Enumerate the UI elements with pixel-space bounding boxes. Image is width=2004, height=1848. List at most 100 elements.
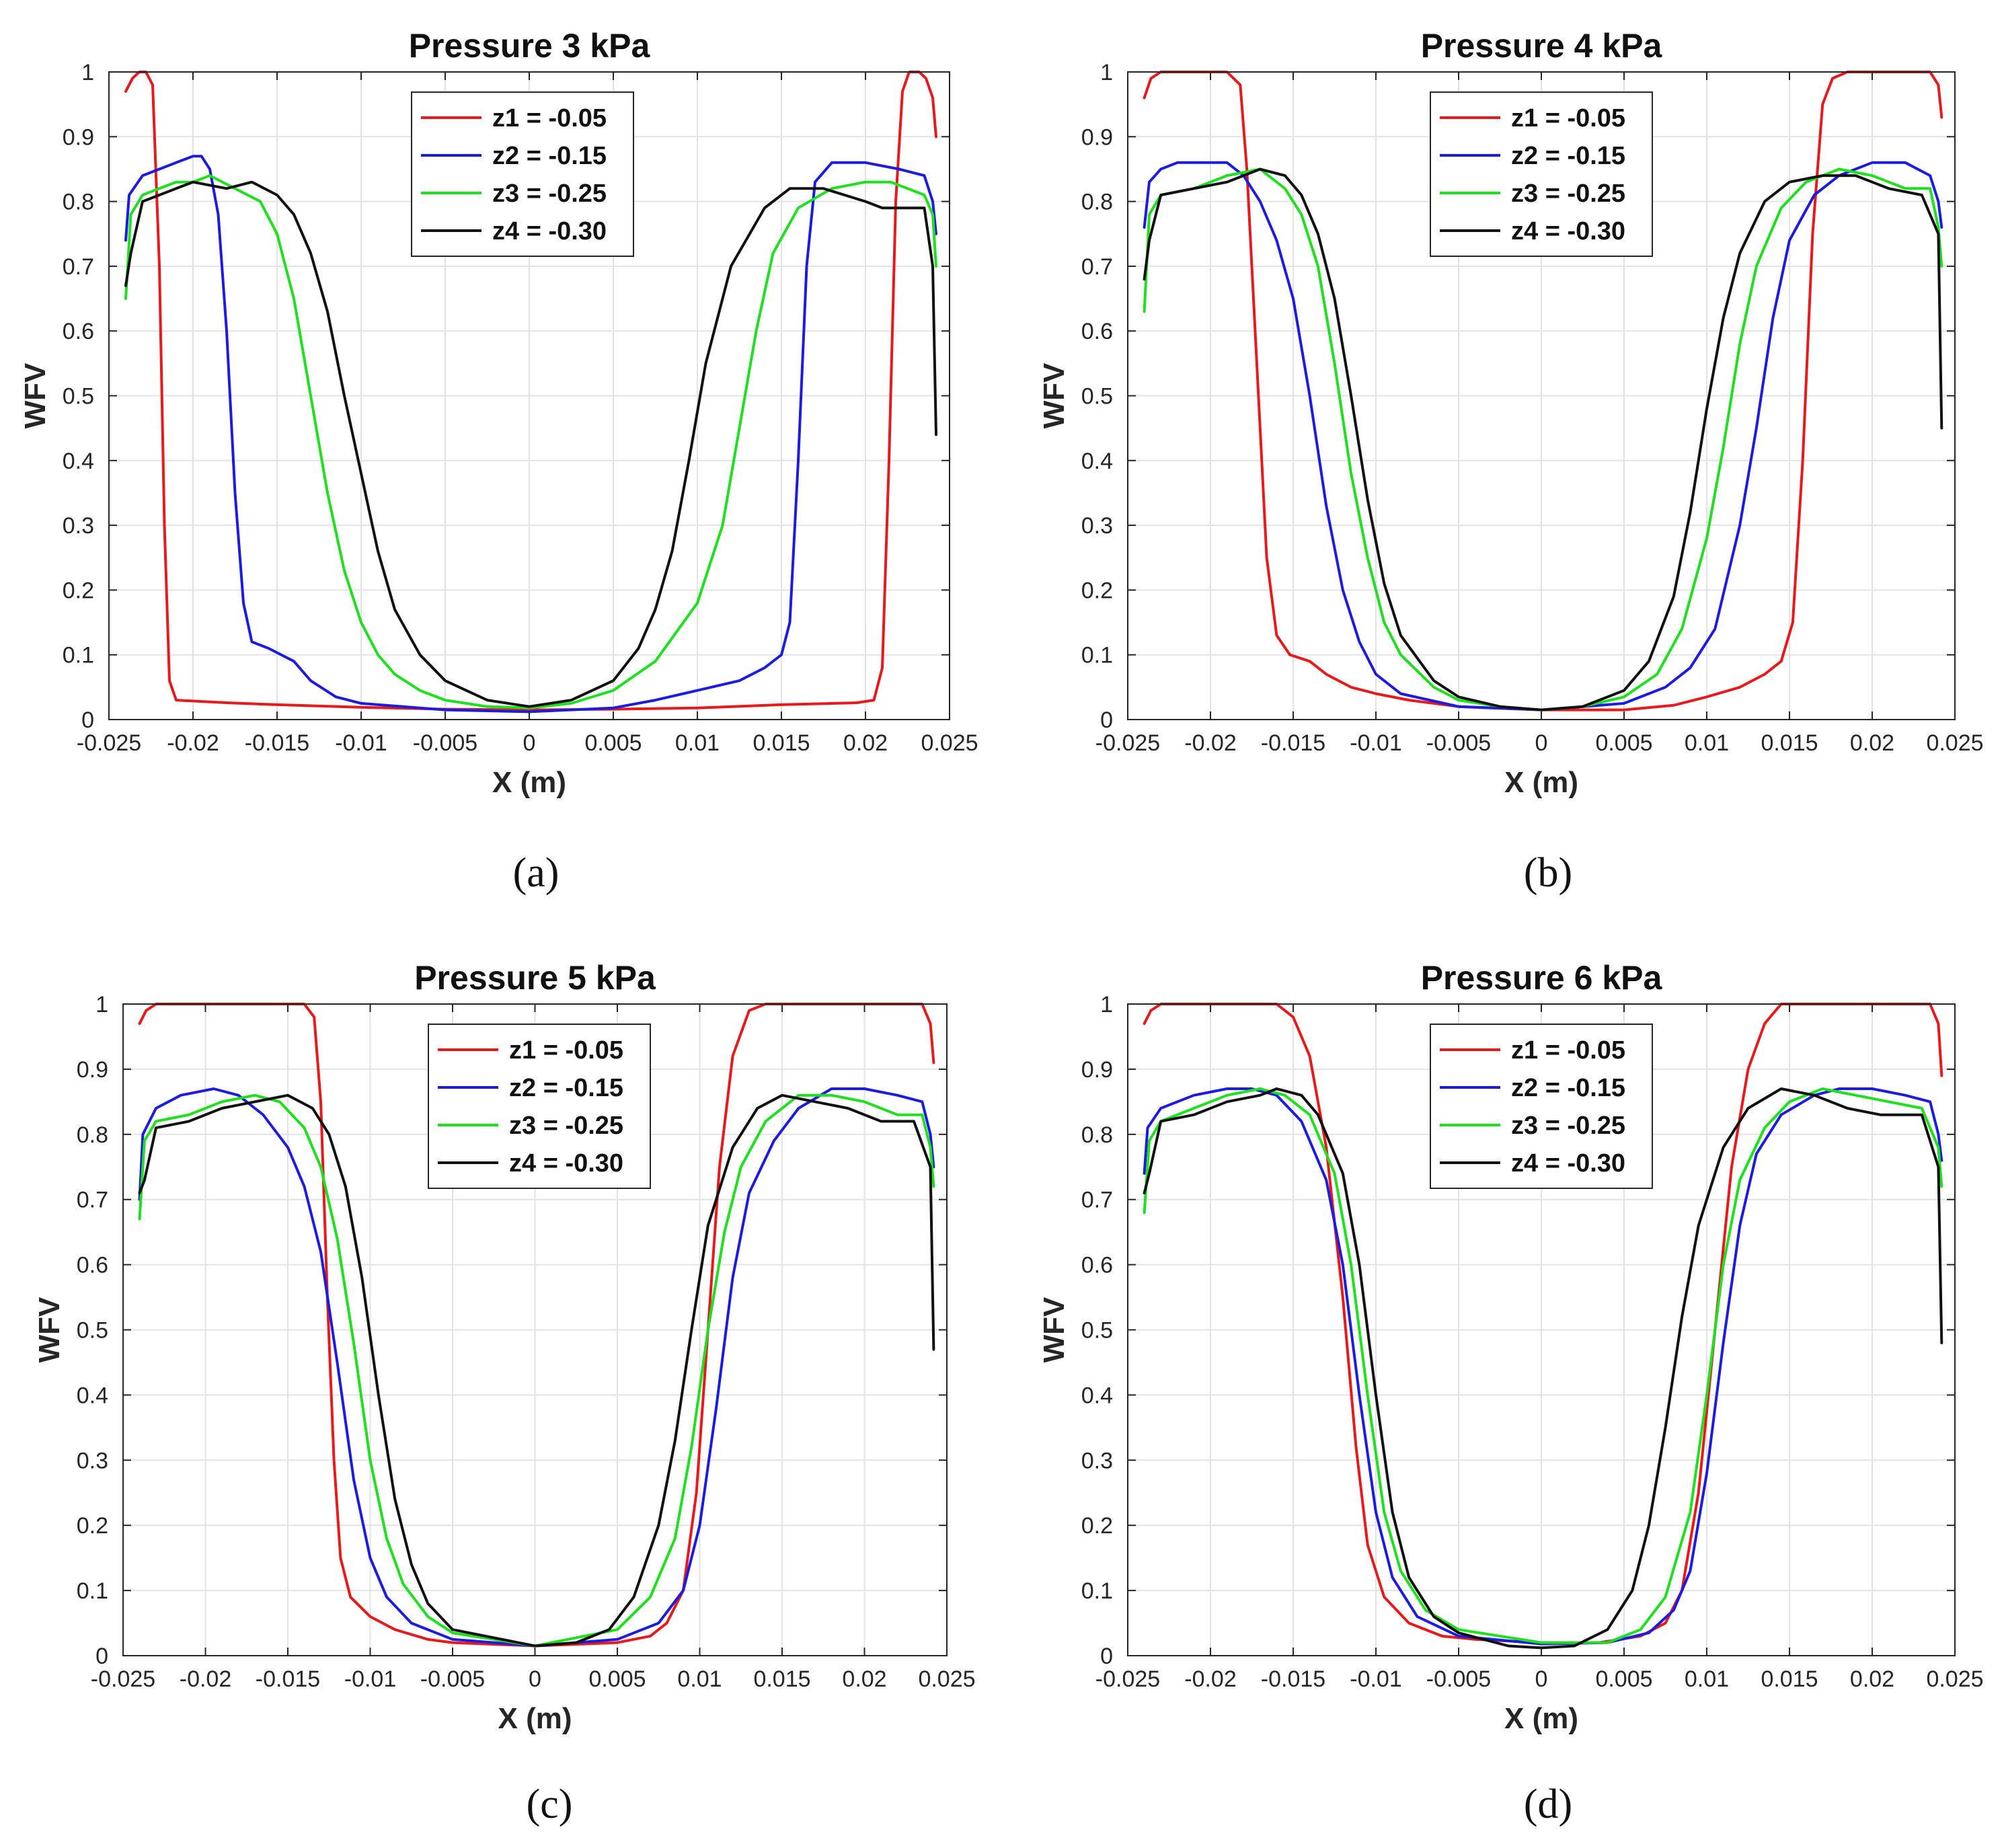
y-tick-label: 0.7: [63, 254, 94, 280]
series-line-z4: [138, 1093, 935, 1648]
x-tick-label: -0.01: [1350, 730, 1402, 756]
x-tick-label: 0: [523, 730, 536, 756]
y-tick-label: 0.1: [63, 643, 94, 668]
y-axis-label: WFV: [1038, 1297, 1071, 1362]
x-tick-label: 0.005: [584, 730, 642, 756]
x-tick-label: 0: [1535, 1666, 1548, 1692]
x-tick-label: 0.02: [1850, 730, 1894, 756]
series-line-z3: [138, 1093, 935, 1648]
x-tick-label: -0.02: [1184, 730, 1237, 756]
panel-caption: (a): [513, 850, 560, 896]
x-tick-label: 0.01: [677, 1666, 722, 1692]
x-tick-label: -0.015: [256, 1666, 320, 1692]
y-tick-label: 0.6: [77, 1253, 108, 1278]
legend-label: z3 = -0.25: [509, 1112, 623, 1140]
y-tick-label: 0.7: [77, 1188, 108, 1213]
series-line-z4: [124, 180, 937, 708]
y-axis-label: WFV: [19, 362, 52, 428]
y-tick-label: 0.3: [63, 513, 94, 539]
legend-label: z4 = -0.30: [492, 217, 607, 245]
legend-label: z3 = -0.25: [492, 180, 607, 208]
x-tick-label: -0.02: [1184, 1666, 1237, 1692]
y-axis-label: WFV: [33, 1297, 66, 1362]
legend-box: [1430, 1024, 1653, 1189]
y-tick-label: 0.8: [1081, 190, 1113, 215]
x-tick-label: 0.025: [918, 1666, 975, 1692]
y-tick-label: 0.5: [1081, 384, 1113, 410]
x-tick-label: 0.02: [1850, 1666, 1894, 1692]
y-tick-label: 0: [1100, 707, 1113, 733]
x-tick-label: -0.015: [1261, 730, 1325, 756]
y-tick-label: 0.2: [77, 1513, 108, 1539]
y-tick-label: 0.9: [63, 124, 94, 150]
y-tick-label: 0.1: [1081, 1578, 1113, 1604]
y-tick-label: 0.9: [1081, 124, 1113, 150]
legend-label: z2 = -0.15: [492, 142, 607, 170]
legend-label: z1 = -0.05: [492, 104, 607, 132]
x-axis-label: X (m): [1504, 766, 1578, 799]
x-tick-label: 0.005: [1595, 730, 1652, 756]
x-tick-label: 0.025: [1926, 730, 1983, 756]
legend: z1 = -0.05 z2 = -0.15 z3 = -0.25 z4 = -0.30: [428, 1024, 651, 1189]
panel-caption: (b): [1524, 850, 1572, 896]
y-tick-label: 0.9: [1081, 1057, 1113, 1083]
y-tick-label: 0: [1100, 1644, 1113, 1669]
y-tick-label: 0.8: [63, 190, 94, 215]
y-tick-label: 0.4: [1081, 449, 1113, 474]
x-tick-label: -0.02: [167, 730, 219, 756]
x-tick-label: -0.005: [1426, 1666, 1491, 1692]
y-tick-label: 0.3: [1081, 1448, 1113, 1473]
y-tick-label: 0.8: [1081, 1122, 1113, 1148]
x-tick-label: 0.025: [921, 730, 978, 756]
x-tick-label: 0.015: [1761, 1666, 1818, 1692]
x-tick-label: 0.015: [753, 730, 810, 756]
y-tick-label: 1: [1100, 992, 1113, 1017]
legend-label: z1 = -0.05: [1511, 104, 1625, 132]
x-tick-label: 0.025: [1926, 1666, 1983, 1692]
y-tick-label: 0.7: [1081, 1188, 1113, 1213]
panel-caption: (c): [527, 1781, 573, 1827]
chart-panel: -0.025 -0.02 -0.015 -0.01 -0.005 0 0.005 0.01 0.…: [33, 959, 976, 1827]
x-axis-label: X (m): [1504, 1702, 1578, 1735]
legend-label: z4 = -0.30: [1511, 1149, 1625, 1178]
legend: z1 = -0.05 z2 = -0.15 z3 = -0.25 z4 = -0.30: [1430, 1024, 1653, 1189]
x-tick-label: -0.005: [420, 1666, 485, 1692]
x-tick-label: 0.02: [842, 1666, 886, 1692]
y-tick-label: 0.6: [1081, 1253, 1113, 1278]
series-line-z4: [1143, 167, 1943, 711]
x-tick-label: -0.01: [335, 730, 387, 756]
x-tick-label: 0.005: [1595, 1666, 1652, 1692]
chart-title: Pressure 5 kPa: [414, 959, 656, 997]
y-tick-label: 1: [81, 60, 94, 85]
legend-box: [1430, 91, 1653, 257]
legend: z1 = -0.05 z2 = -0.15 z3 = -0.25 z4 = -0.30: [1430, 91, 1653, 257]
y-tick-label: 0.1: [1081, 643, 1113, 668]
series-line-z2: [1143, 161, 1943, 711]
x-axis-label: X (m): [492, 766, 566, 799]
y-tick-label: 0.9: [77, 1057, 108, 1083]
panel-caption: (d): [1524, 1781, 1572, 1827]
x-tick-label: -0.005: [1426, 730, 1491, 756]
y-tick-label: 0.3: [1081, 513, 1113, 539]
legend-label: z2 = -0.15: [1511, 142, 1625, 170]
series-line-z2: [124, 155, 937, 714]
x-tick-label: -0.025: [77, 730, 141, 756]
y-axis-label: WFV: [1038, 362, 1071, 428]
y-tick-label: 0.4: [63, 449, 94, 474]
x-tick-label: -0.025: [91, 1666, 155, 1692]
legend-label: z2 = -0.15: [1511, 1074, 1625, 1102]
series-line-z3: [1143, 1087, 1943, 1644]
y-tick-label: 0.4: [1081, 1383, 1113, 1408]
legend-label: z1 = -0.05: [1511, 1036, 1625, 1065]
y-tick-label: 0.7: [1081, 254, 1113, 280]
chart-panel: -0.025 -0.02 -0.015 -0.01 -0.005 0 0.005 0.01 0.…: [19, 27, 978, 896]
legend-label: z3 = -0.25: [1511, 180, 1625, 208]
x-tick-label: -0.015: [245, 730, 309, 756]
y-tick-label: 0.5: [1081, 1318, 1113, 1344]
x-tick-label: 0: [1535, 730, 1548, 756]
series-line-z1: [138, 1003, 935, 1648]
x-tick-label: 0.015: [1761, 730, 1818, 756]
x-tick-label: 0.01: [1685, 730, 1729, 756]
y-tick-label: 0.4: [77, 1383, 108, 1408]
